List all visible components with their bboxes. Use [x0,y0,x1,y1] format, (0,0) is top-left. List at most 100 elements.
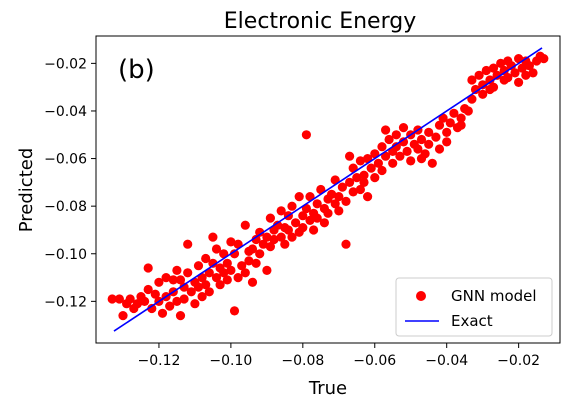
data-point [305,192,315,202]
data-point [492,70,502,80]
data-point [255,227,265,237]
data-point [251,258,261,268]
data-point [233,273,243,283]
legend: GNN model Exact [395,277,553,337]
data-point [398,123,409,133]
data-point [255,249,265,259]
data-point [359,177,369,187]
data-point [265,213,275,223]
data-point [485,84,495,95]
data-point [398,137,409,147]
data-point [240,268,250,278]
data-point [150,289,160,299]
data-point [147,303,157,314]
data-point [363,192,373,202]
data-point [503,73,513,83]
data-point [165,301,175,311]
x-tick-label: −0.04 [425,353,468,369]
x-axis-label: True [308,378,347,399]
data-point [334,206,344,216]
data-point [222,275,232,285]
data-point [247,277,258,287]
data-point [280,239,290,249]
data-point [445,118,455,128]
data-point [413,144,423,154]
chart-title: Electronic Energy [224,9,416,34]
data-point [442,127,452,137]
data-point [175,275,186,285]
data-point [287,232,297,242]
data-point [323,208,333,218]
data-point [172,265,182,275]
data-point [197,273,207,283]
data-point [229,249,240,259]
data-point [229,306,240,316]
data-point [359,170,369,180]
x-tick-label: −0.02 [497,353,540,369]
data-point [427,158,437,168]
data-point [514,77,524,87]
data-point [327,189,337,199]
data-point [168,275,178,285]
data-point [273,220,283,230]
data-point [233,239,243,249]
data-point [384,134,394,145]
y-tick-label: −0.08 [44,199,87,215]
data-point [381,151,391,161]
data-point [186,287,196,297]
data-point [312,199,322,209]
data-point [251,234,261,245]
data-point [183,268,193,278]
data-point [287,201,297,211]
data-point [395,151,405,161]
data-point [125,294,135,304]
data-point [539,54,549,64]
data-point [503,56,513,66]
data-point [276,232,286,242]
x-tick-label: −0.10 [209,353,252,369]
data-point [478,89,488,99]
plot-frame [95,35,561,344]
data-point [341,196,351,206]
data-point [391,142,401,152]
data-point [424,139,434,149]
data-point [381,125,391,135]
data-point [262,232,272,242]
y-tick-label: −0.04 [44,104,87,120]
data-point [211,273,222,283]
data-point [298,223,308,233]
data-point [442,137,452,147]
data-point [193,261,204,271]
data-point [348,187,358,197]
data-point [298,211,308,221]
data-point [402,146,412,156]
data-point [118,311,128,321]
data-point [161,273,171,283]
data-point [211,244,222,254]
plot-area [107,47,549,332]
data-point [269,234,279,245]
data-point [449,108,459,118]
data-point [345,177,355,187]
data-point [391,130,401,140]
x-tick-label: −0.12 [137,353,180,369]
data-point [175,311,186,321]
data-point [132,299,142,309]
data-point [294,192,304,202]
data-point [434,144,445,154]
data-point [107,294,117,304]
data-point [355,156,365,166]
data-point [197,292,207,302]
data-point [524,61,535,71]
data-point [416,154,427,164]
data-point [262,265,272,275]
data-point [291,218,301,228]
data-point [470,84,481,95]
data-point [528,68,538,78]
data-point [226,237,236,247]
data-point [319,218,329,228]
data-point [143,263,153,273]
exact-line [113,47,543,332]
data-point [485,75,495,85]
